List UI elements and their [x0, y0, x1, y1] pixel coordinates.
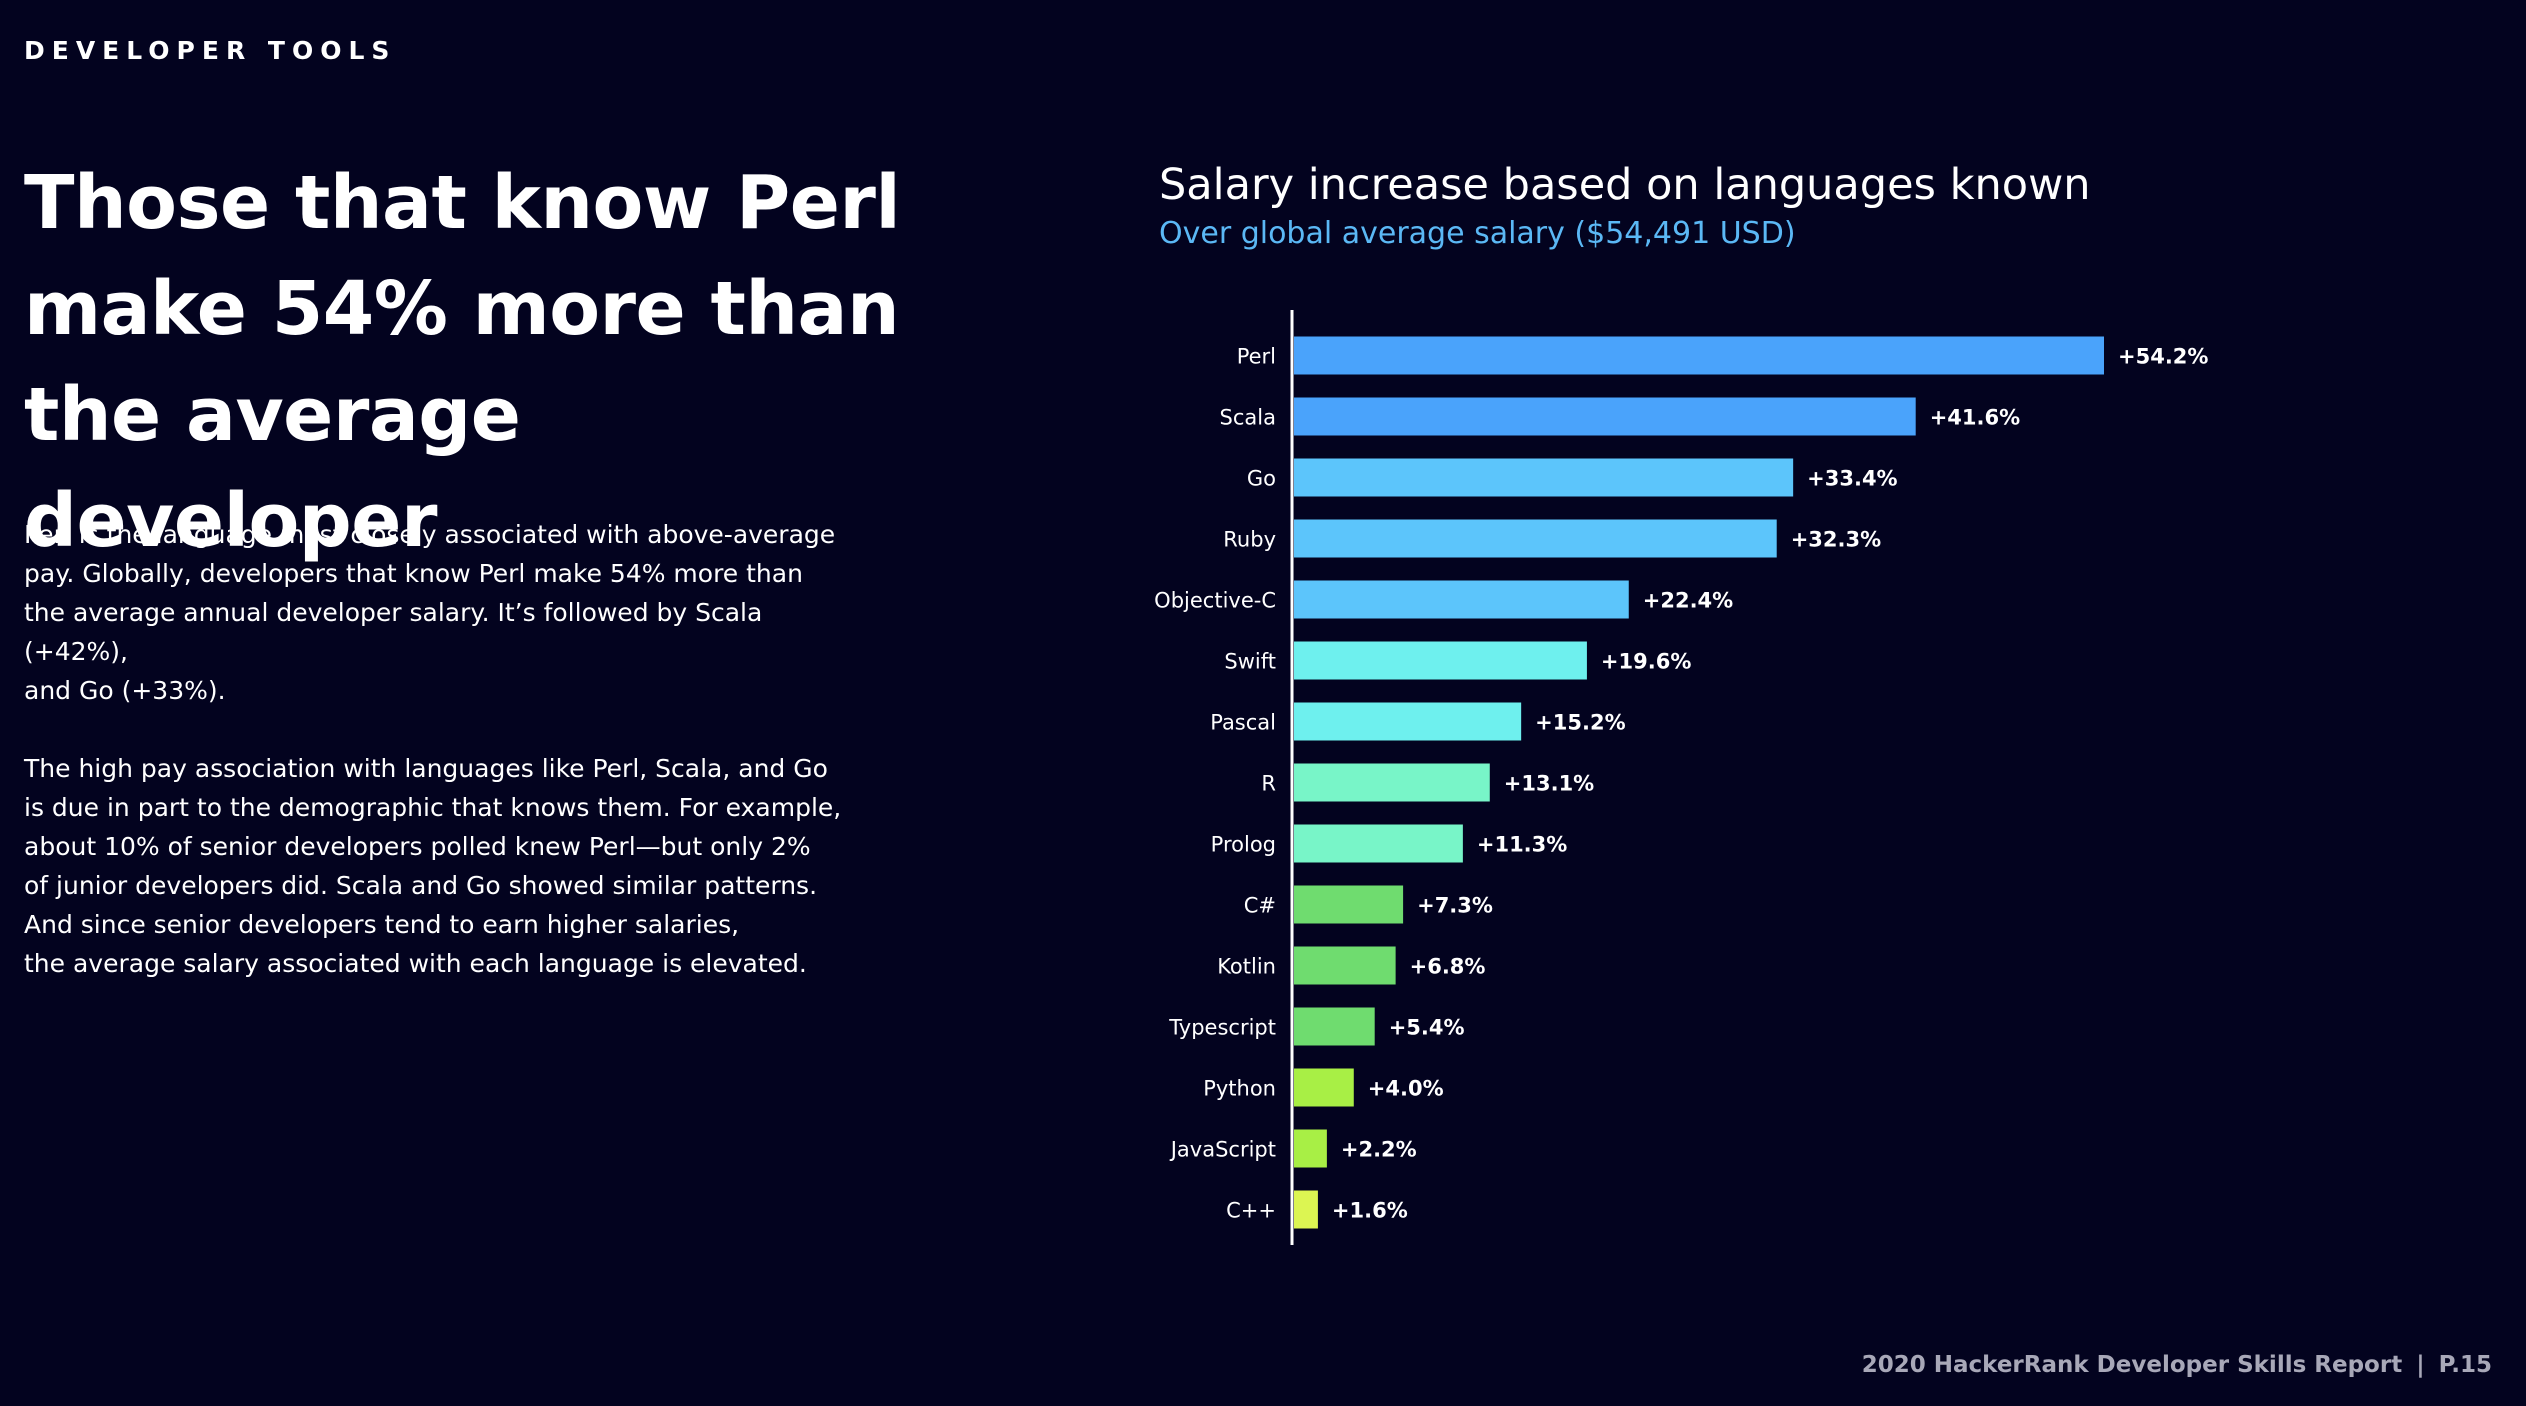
bar-value-label: +19.6% [1601, 650, 1691, 674]
bar-go [1294, 458, 1794, 497]
bar-c- [1294, 885, 1404, 924]
footer-separator: | [2416, 1352, 2425, 1378]
bar-value-label: +22.4% [1643, 589, 1733, 613]
bar-value-label: +13.1% [1504, 772, 1594, 796]
category-label: JavaScript [1169, 1138, 1276, 1162]
category-label: Perl [1237, 345, 1276, 369]
bar-typescript [1294, 1007, 1375, 1046]
bar-value-label: +1.6% [1332, 1199, 1408, 1223]
salary-bar-chart: Perl +54.2% Scala +41.6% Go +33.4% Ruby +32.3% O… [1154, 310, 2208, 1245]
footer-report-name: 2020 HackerRank Developer Skills Report [1861, 1352, 2403, 1378]
bar-value-label: +5.4% [1389, 1016, 1465, 1040]
body-text: Perl is the language most closely associ… [24, 515, 844, 1022]
bar-value-label: +32.3% [1791, 528, 1881, 552]
bar-objective-c [1294, 580, 1629, 619]
body-paragraph-2: The high pay association with languages … [24, 754, 842, 978]
section-label: DEVELOPER TOOLS [24, 36, 397, 65]
bar-perl [1294, 336, 2104, 375]
category-label: Typescript [1168, 1016, 1276, 1040]
page-headline: Those that know Perl make 54% more than … [24, 160, 901, 564]
category-label: C++ [1226, 1199, 1276, 1223]
footer-page-number: P.15 [2438, 1352, 2492, 1378]
bar-value-label: +2.2% [1341, 1138, 1417, 1162]
bar-prolog [1294, 824, 1463, 863]
category-label: Python [1203, 1077, 1276, 1101]
bar-value-label: +41.6% [1930, 406, 2020, 430]
bar-value-label: +4.0% [1368, 1077, 1444, 1101]
bar-swift [1294, 641, 1587, 680]
bar-scala [1294, 397, 1916, 436]
bar-ruby [1294, 519, 1777, 558]
bar-pascal [1294, 702, 1522, 741]
bar-value-label: +6.8% [1410, 955, 1486, 979]
category-label: Go [1247, 467, 1276, 491]
category-label: Prolog [1211, 833, 1276, 857]
category-label: Pascal [1210, 711, 1276, 735]
bar-javascript [1294, 1129, 1327, 1168]
body-paragraph-1: Perl is the language most closely associ… [24, 520, 836, 705]
category-label: R [1261, 772, 1276, 796]
chart-subtitle: Over global average salary ($54,491 USD) [1159, 216, 1796, 251]
bar-c- [1294, 1190, 1318, 1229]
footer: 2020 HackerRank Developer Skills Report |… [1862, 1352, 2492, 1378]
chart-title: Salary increase based on languages known [1159, 160, 2091, 210]
category-label: Ruby [1223, 528, 1276, 552]
category-label: Scala [1220, 406, 1276, 430]
bar-value-label: +33.4% [1807, 467, 1897, 491]
bar-python [1294, 1068, 1354, 1107]
bar-r [1294, 763, 1490, 802]
bar-value-label: +11.3% [1477, 833, 1567, 857]
category-label: Objective-C [1154, 589, 1276, 613]
bar-value-label: +7.3% [1417, 894, 1493, 918]
category-label: Kotlin [1217, 955, 1276, 979]
bar-kotlin [1294, 946, 1396, 985]
bar-value-label: +54.2% [2118, 345, 2208, 369]
category-label: C# [1244, 894, 1276, 918]
bar-value-label: +15.2% [1535, 711, 1625, 735]
category-label: Swift [1224, 650, 1276, 674]
